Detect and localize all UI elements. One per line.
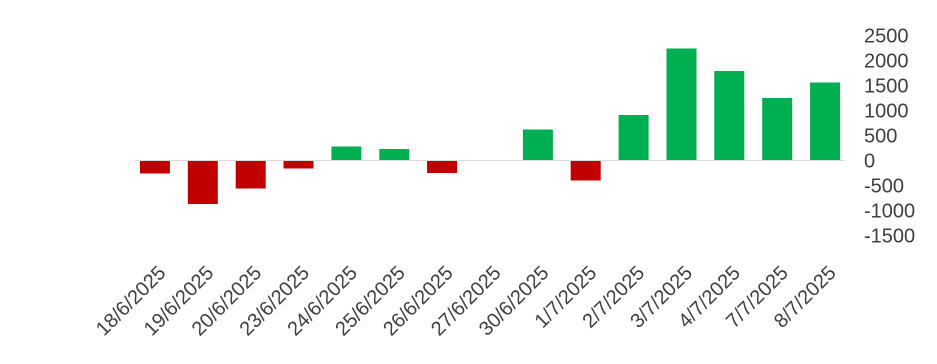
bar-1/7/2025 <box>570 160 601 181</box>
bar-26/6/2025 <box>427 160 458 173</box>
bar-8/7/2025 <box>810 82 841 161</box>
bar-2/7/2025 <box>618 115 649 161</box>
y-tick-label: 1000 <box>864 101 909 123</box>
y-tick-label: -500 <box>864 176 904 198</box>
bar-30/6/2025 <box>522 129 553 161</box>
bar-24/6/2025 <box>331 146 362 161</box>
y-tick-label: 1500 <box>864 76 909 98</box>
bar-3/7/2025 <box>666 48 697 161</box>
y-tick-label: 500 <box>864 126 897 148</box>
bar-18/6/2025 <box>139 160 170 174</box>
bar-23/6/2025 <box>283 160 314 169</box>
bar-20/6/2025 <box>235 160 266 189</box>
y-tick-label: -1000 <box>864 201 915 223</box>
y-axis-ticks: 2500 2000 1500 1000 500 0 -500 -1000 -1500 <box>864 26 915 248</box>
y-tick-label: 0 <box>864 151 875 173</box>
y-tick-label: -1500 <box>864 226 915 248</box>
bar-7/7/2025 <box>762 98 793 161</box>
bar-25/6/2025 <box>379 149 410 161</box>
bar-19/6/2025 <box>187 160 218 204</box>
bar-4/7/2025 <box>714 71 745 161</box>
y-tick-label: 2500 <box>864 26 909 48</box>
x-axis-ticks: 18/6/202519/6/202520/6/202523/6/202524/6… <box>92 262 841 340</box>
y-tick-label: 2000 <box>864 51 909 73</box>
bars-group <box>139 48 841 204</box>
